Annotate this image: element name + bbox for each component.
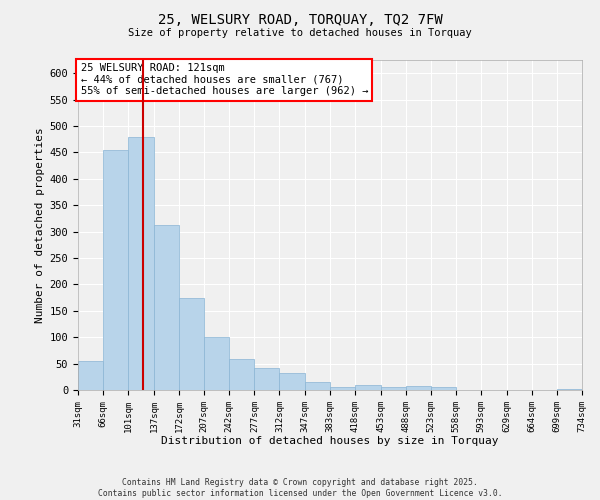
Bar (229, 360, 254, 390)
Text: Size of property relative to detached houses in Torquay: Size of property relative to detached ho… (128, 28, 472, 38)
Y-axis label: Number of detached properties: Number of detached properties (35, 127, 46, 323)
Bar (557, 389, 582, 390)
Bar (128, 136, 154, 390)
Text: 25 WELSURY ROAD: 121sqm
← 44% of detached houses are smaller (767)
55% of semi-d: 25 WELSURY ROAD: 121sqm ← 44% of detache… (80, 64, 368, 96)
Bar (431, 388, 456, 390)
Text: Contains HM Land Registry data © Crown copyright and database right 2025.
Contai: Contains HM Land Registry data © Crown c… (98, 478, 502, 498)
Bar (380, 388, 406, 390)
Bar (179, 298, 204, 390)
Bar (254, 368, 280, 390)
Bar (78, 361, 103, 390)
Text: 25, WELSURY ROAD, TORQUAY, TQ2 7FW: 25, WELSURY ROAD, TORQUAY, TQ2 7FW (158, 12, 442, 26)
Bar (280, 373, 305, 390)
Bar (355, 385, 380, 390)
Bar (305, 382, 331, 390)
Bar (154, 226, 179, 390)
Bar (103, 150, 128, 390)
Bar (204, 337, 229, 390)
Bar (406, 386, 431, 390)
X-axis label: Distribution of detached houses by size in Torquay: Distribution of detached houses by size … (161, 436, 499, 446)
Bar (331, 387, 355, 390)
